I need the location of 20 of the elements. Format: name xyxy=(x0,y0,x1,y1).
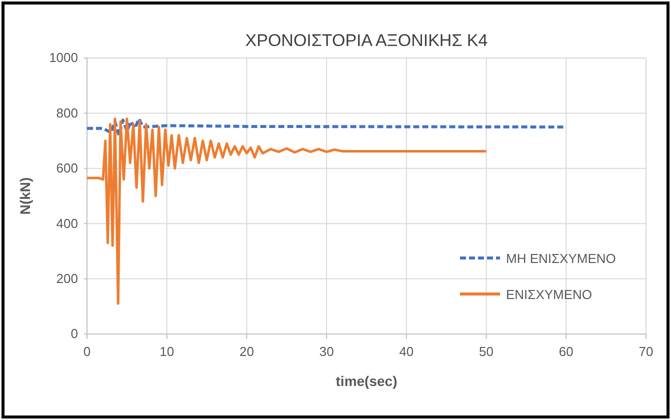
legend-label: ΕΝΙΣΧΥΜΕΝΟ xyxy=(506,287,592,302)
x-tick-label: 60 xyxy=(558,344,574,360)
x-tick-label: 50 xyxy=(479,344,494,360)
y-tick-label: 800 xyxy=(56,105,78,120)
legend-label: ΜΗ ΕΝΙΣΧΥΜΕΝΟ xyxy=(506,251,616,266)
y-tick-label: 0 xyxy=(70,326,78,342)
y-tick-label: 400 xyxy=(56,216,78,231)
x-tick-label: 70 xyxy=(638,344,654,360)
x-tick-label: 20 xyxy=(239,344,254,360)
line-series xyxy=(86,117,488,305)
x-tick-label: 30 xyxy=(319,344,334,360)
x-tick-label: 0 xyxy=(83,344,91,360)
y-tick-label: 1000 xyxy=(49,50,78,66)
chart-title: ΧΡΟΝΟΙΣΤΟΡΙΑ ΑΞΟΝΙΚΗΣ Κ4 xyxy=(245,31,488,50)
x-tick-label: 40 xyxy=(399,344,414,360)
y-tick-label: 200 xyxy=(56,270,78,286)
y-axis-title: N(kN) xyxy=(17,177,33,215)
x-tick-label: 10 xyxy=(160,344,174,360)
y-tick-label: 600 xyxy=(56,160,78,176)
x-axis-title: time(sec) xyxy=(336,373,398,389)
